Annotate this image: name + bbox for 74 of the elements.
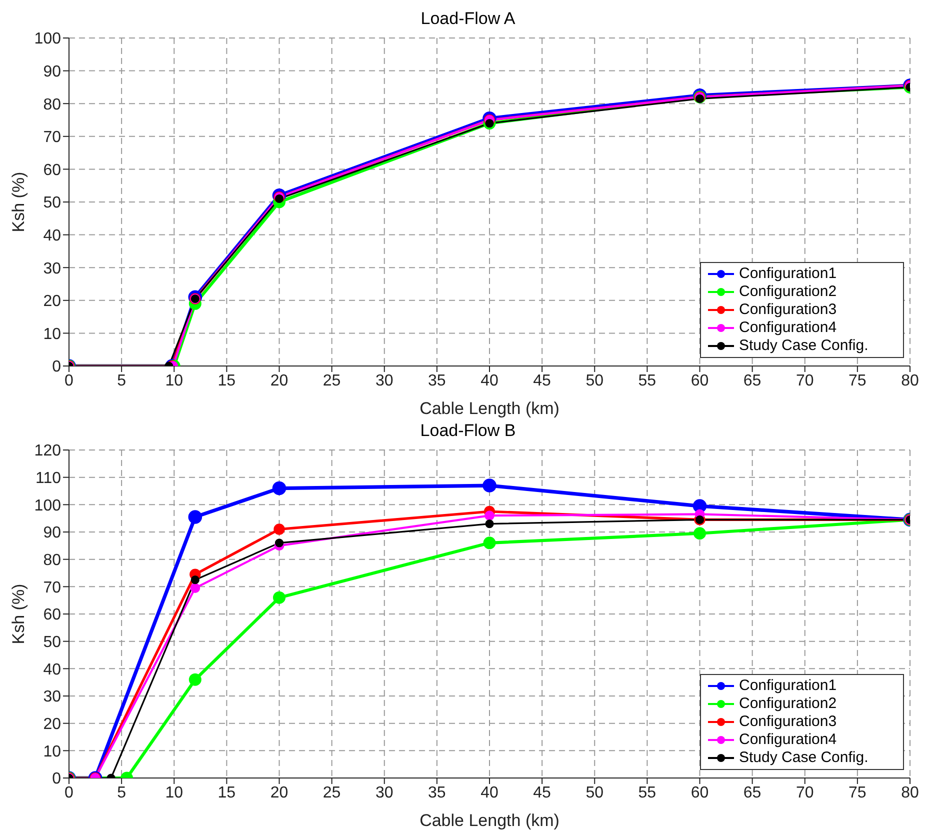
y-tick-label: 50 <box>43 634 62 652</box>
x-tick-label: 35 <box>428 784 446 802</box>
x-tick-label: 25 <box>322 784 341 802</box>
legend-label: Configuration3 <box>739 301 837 319</box>
x-tick-label: 10 <box>165 784 184 802</box>
x-tick-label: 80 <box>901 784 919 802</box>
y-axis-title: Ksh (%) <box>9 172 28 232</box>
y-tick-label: 40 <box>43 661 62 678</box>
legend-label: Study Case Config. <box>739 749 868 767</box>
legend-label: Configuration1 <box>739 265 837 283</box>
y-tick-label: 10 <box>43 326 62 343</box>
y-tick-label: 90 <box>43 63 62 80</box>
x-tick-label: 15 <box>218 784 236 802</box>
legend-label: Configuration4 <box>739 731 837 749</box>
x-tick-label: 60 <box>690 784 709 802</box>
x-tick-label: 75 <box>848 784 866 802</box>
y-tick-label: 10 <box>43 743 62 760</box>
x-tick-label: 40 <box>480 784 498 802</box>
y-tick-label: 80 <box>43 96 62 114</box>
x-tick-label: 20 <box>270 784 288 802</box>
legend-label: Configuration3 <box>739 713 837 731</box>
y-tick-label: 40 <box>43 227 62 244</box>
x-tick-label: 0 <box>64 784 74 802</box>
y-tick-label: 0 <box>52 358 62 376</box>
y-tick-label: 60 <box>43 606 62 624</box>
x-tick-label: 25 <box>322 372 341 390</box>
x-tick-label: 45 <box>533 372 552 390</box>
x-tick-label: 40 <box>480 372 498 390</box>
x-tick-label: 10 <box>165 372 184 390</box>
x-tick-label: 45 <box>533 784 552 802</box>
x-tick-label: 60 <box>690 372 709 390</box>
y-tick-label: 120 <box>34 442 62 460</box>
x-tick-label: 5 <box>117 784 126 802</box>
x-tick-label: 55 <box>638 372 656 390</box>
y-tick-label: 30 <box>43 260 62 278</box>
y-tick-label: 60 <box>43 162 62 179</box>
y-tick-label: 80 <box>43 552 62 570</box>
x-tick-label: 70 <box>796 784 814 802</box>
x-axis-title: Cable Length (km) <box>420 811 560 830</box>
y-tick-label: 20 <box>43 716 62 734</box>
legend-label: Study Case Config. <box>739 337 868 355</box>
y-tick-label: 90 <box>43 524 62 542</box>
legend-label: Configuration1 <box>739 677 837 695</box>
y-tick-label: 100 <box>34 30 62 48</box>
y-tick-label: 50 <box>43 194 62 212</box>
y-tick-label: 30 <box>43 688 62 706</box>
x-tick-label: 70 <box>796 372 814 390</box>
y-axis-title: Ksh (%) <box>9 584 28 644</box>
x-tick-label: 55 <box>638 784 656 802</box>
x-tick-label: 0 <box>64 372 74 390</box>
y-tick-label: 20 <box>43 293 62 310</box>
legend-label: Configuration2 <box>739 283 837 301</box>
chart-title: Load-Flow B <box>419 420 517 442</box>
x-tick-label: 80 <box>901 372 919 390</box>
y-tick-label: 100 <box>34 497 62 514</box>
chart-title: Load-Flow A <box>420 8 516 30</box>
x-tick-label: 30 <box>375 372 394 390</box>
x-axis-title: Cable Length (km) <box>420 399 560 418</box>
legend-label: Configuration2 <box>739 695 837 713</box>
legend-label: Configuration4 <box>739 319 837 337</box>
y-tick-label: 110 <box>35 470 62 488</box>
x-tick-label: 75 <box>848 372 866 390</box>
y-tick-label: 70 <box>43 579 62 596</box>
x-tick-label: 65 <box>743 372 762 390</box>
y-tick-label: 0 <box>52 770 62 788</box>
x-tick-label: 20 <box>270 372 288 390</box>
x-tick-label: 5 <box>117 372 126 390</box>
x-tick-label: 50 <box>586 784 604 802</box>
x-tick-label: 35 <box>428 372 446 390</box>
x-tick-label: 65 <box>743 784 762 802</box>
x-tick-label: 15 <box>218 372 236 390</box>
y-tick-label: 70 <box>43 129 62 146</box>
x-tick-label: 50 <box>586 372 604 390</box>
x-tick-label: 30 <box>375 784 394 802</box>
